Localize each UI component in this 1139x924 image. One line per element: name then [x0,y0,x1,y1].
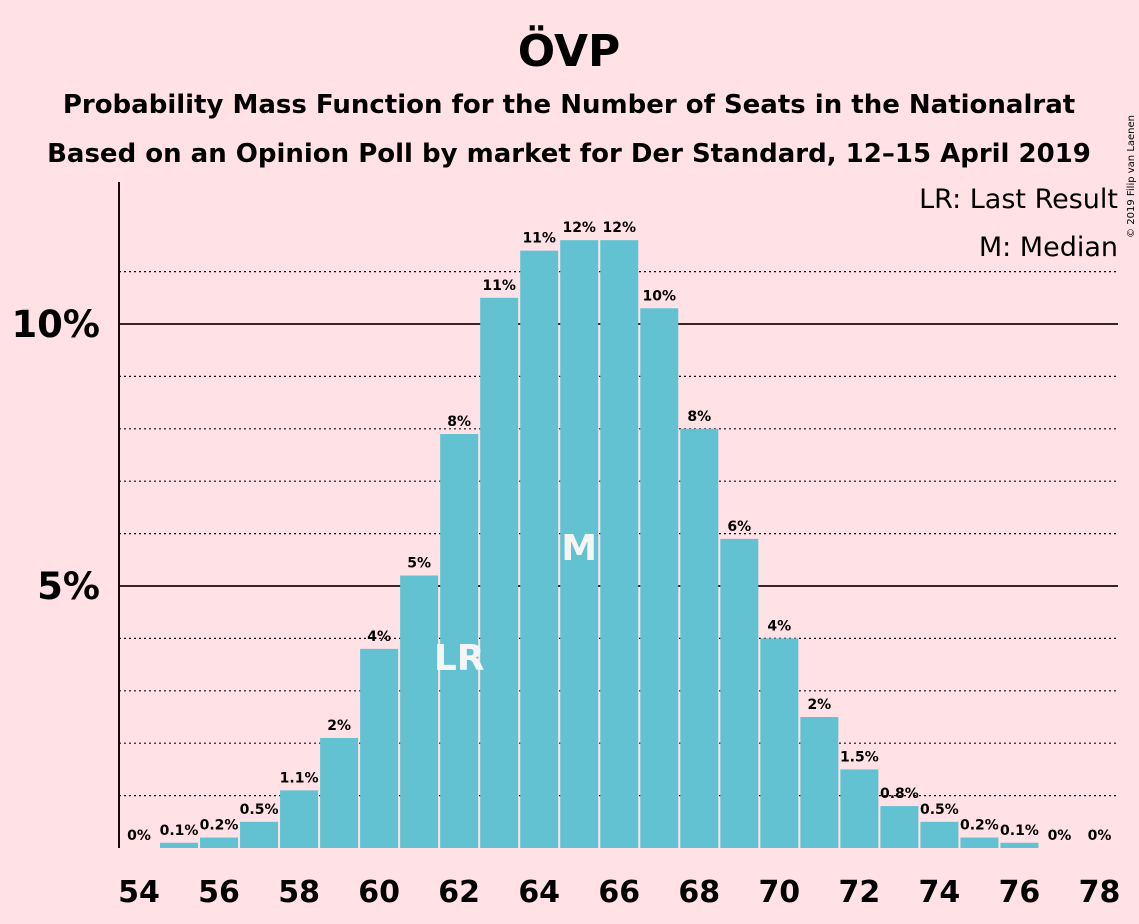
bar-seat-67 [640,308,679,848]
bar-seat-63 [480,297,519,848]
bar-seat-64 [520,250,559,848]
bar-seat-76 [1000,842,1039,848]
data-label-seat-71: 2% [807,697,831,713]
bar-seat-72 [840,769,879,848]
bar-seat-74 [920,821,959,848]
x-tick-label: 54 [118,875,160,910]
data-label-seat-58: 1.1% [280,770,319,786]
data-label-seat-75: 0.2% [960,818,999,834]
data-label-seat-64: 11% [522,231,556,247]
bar-seat-58 [280,790,319,848]
legend-last-result: LR: Last Result [919,184,1118,215]
legend-median: M: Median [979,232,1118,263]
copyright-note: © 2019 Filip van Laenen [1126,115,1137,238]
markers: LR M [434,528,597,679]
data-label-seat-77: 0% [1048,828,1072,844]
x-tick-label: 72 [838,875,880,910]
data-label-seat-67: 10% [643,288,677,304]
x-tick-labels: 54 56 58 60 62 64 66 68 70 72 74 76 78 [118,875,1120,910]
data-label-seat-62: 8% [447,414,471,430]
data-labels: 0% 0.1% 0.2%0.5%1.1%2%4%5%8%11%11%12% 12%10… [127,220,1111,844]
data-label-seat-73: 0.8% [880,786,919,802]
bar-seat-70 [760,638,799,848]
x-tick-label: 64 [518,875,560,910]
data-label-seat-72: 1.5% [840,749,879,765]
x-tick-label: 66 [598,875,640,910]
median-marker: M [561,528,597,569]
x-tick-label: 58 [278,875,320,910]
chart-subtitle-1: Probability Mass Function for the Number… [63,90,1075,120]
bar-seat-60 [360,648,399,848]
x-tick-label: 76 [999,875,1041,910]
y-tick-label: 10% [11,303,100,346]
bar-seat-68 [680,428,719,848]
last-result-marker: LR [434,638,485,679]
bar-seat-73 [880,806,919,848]
data-label-seat-65: 12% [562,220,596,236]
y-tick-labels: 5% 10% [11,303,100,608]
data-label-seat-66: 12% [602,220,636,236]
chart-title: ÖVP [518,24,621,77]
x-tick-label: 78 [1079,875,1121,910]
data-label-seat-60: 4% [367,629,391,645]
x-tick-label: 60 [358,875,400,910]
bar-seat-61 [400,575,439,848]
bar-seat-56 [200,837,239,848]
bar-seat-55 [160,842,199,848]
bar-seat-59 [320,737,359,848]
x-tick-label: 56 [198,875,240,910]
bar-seat-65 [560,240,599,848]
data-label-seat-54: 0% [127,828,151,844]
bar-seat-57 [240,821,279,848]
data-label-seat-56: 0.2% [200,818,239,834]
data-label-seat-61: 5% [407,556,431,572]
data-label-seat-76: 0.1% [1000,823,1039,839]
chart-subtitle-2: Based on an Opinion Poll by market for D… [47,139,1091,169]
data-label-seat-70: 4% [767,618,791,634]
bar-seat-69 [720,538,759,848]
bar-seat-75 [960,837,999,848]
data-label-seat-57: 0.5% [240,802,279,818]
x-tick-label: 70 [758,875,800,910]
data-label-seat-69: 6% [727,519,751,535]
y-tick-label: 5% [37,565,100,608]
bar-seat-62 [440,434,479,848]
x-tick-label: 74 [919,875,961,910]
data-label-seat-55: 0.1% [160,823,199,839]
data-label-seat-59: 2% [327,718,351,734]
x-tick-label: 62 [438,875,480,910]
data-label-seat-78: 0% [1088,828,1112,844]
data-label-seat-68: 8% [687,409,711,425]
data-label-seat-63: 11% [482,278,516,294]
x-tick-label: 68 [678,875,720,910]
data-label-seat-74: 0.5% [920,802,959,818]
bar-seat-71 [800,717,839,848]
bars [160,240,1039,848]
bar-seat-66 [600,240,639,848]
